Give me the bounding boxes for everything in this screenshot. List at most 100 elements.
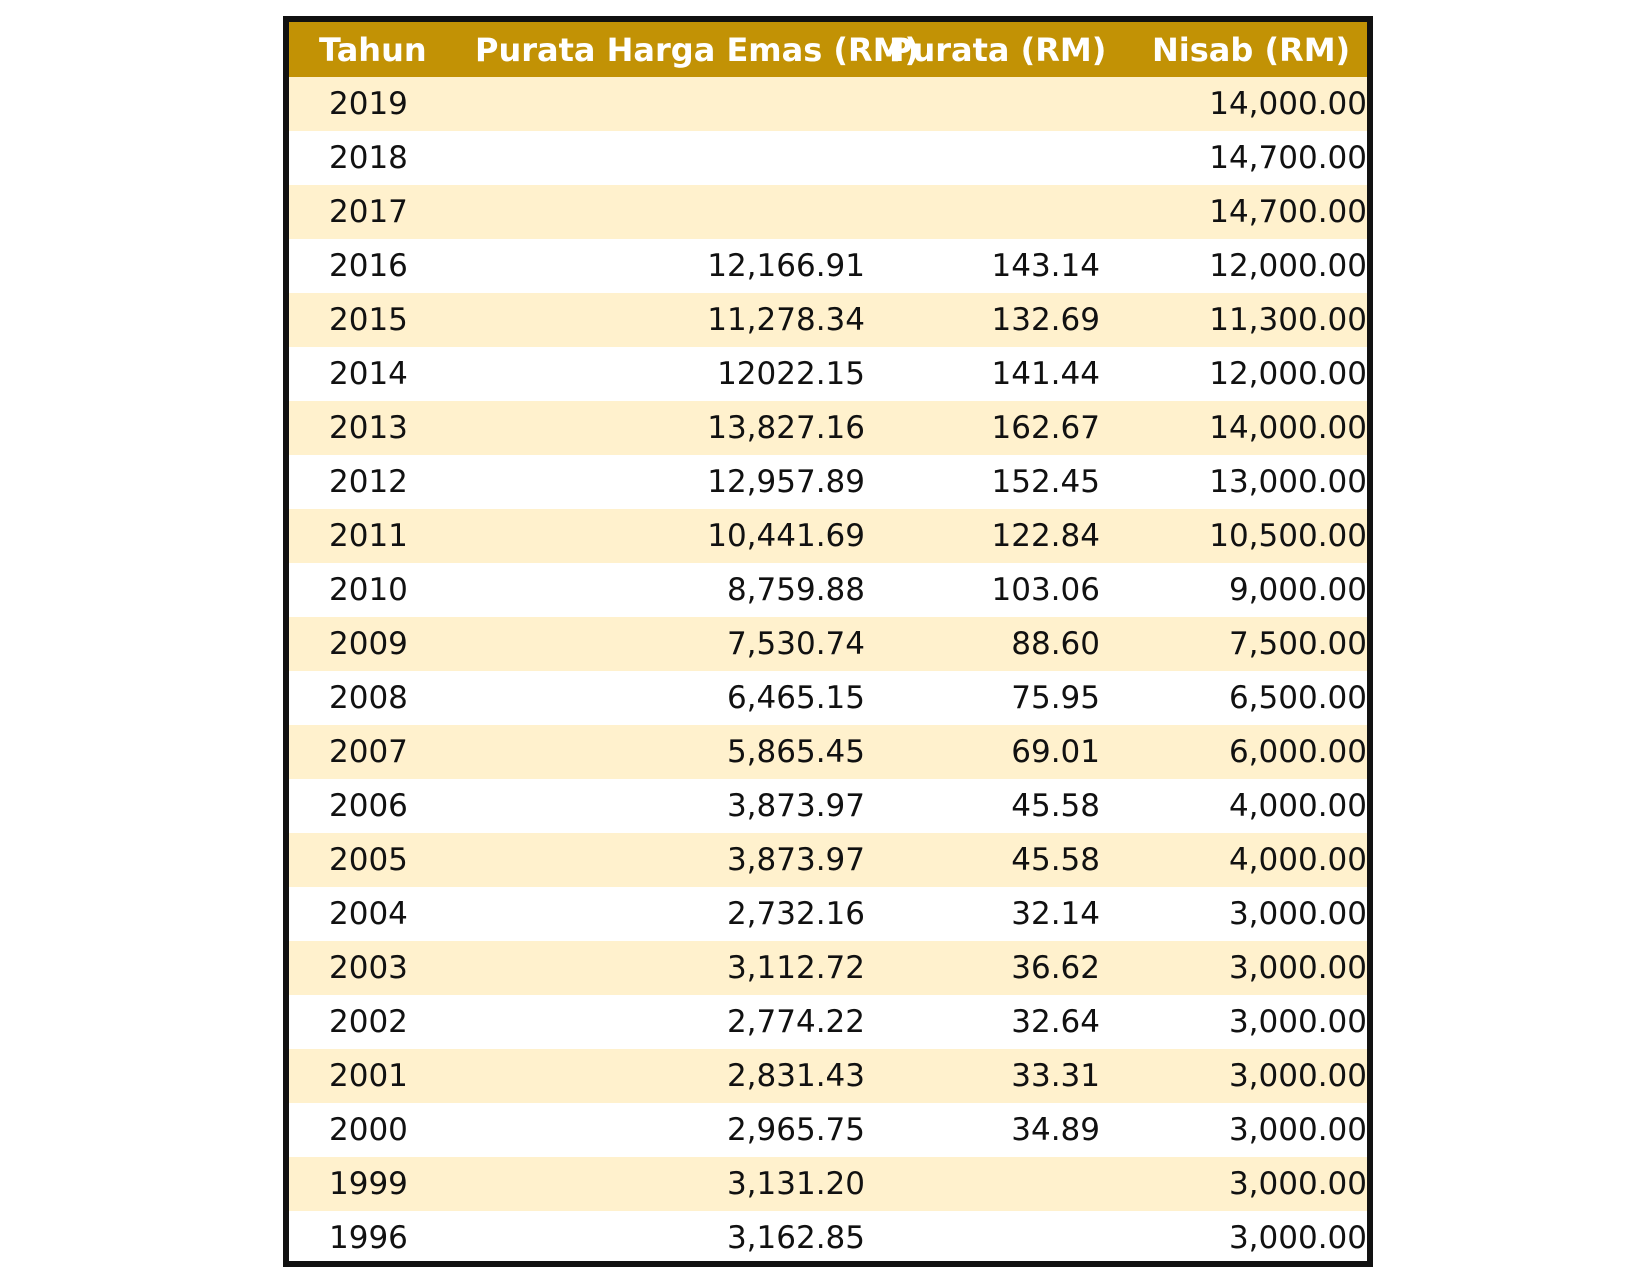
table-row: 1999 3,131.20 3,000.00	[289, 1157, 1367, 1211]
cell-year: 1996	[329, 1220, 408, 1256]
table-row: 2006 3,873.97 45.58 4,000.00	[289, 779, 1367, 833]
table-row: 2013 13,827.16 162.67 14,000.00	[289, 401, 1367, 455]
cell-year: 2011	[329, 518, 408, 554]
cell-year: 2018	[329, 140, 408, 176]
cell-year: 2012	[329, 464, 408, 500]
cell-year: 2000	[329, 1112, 408, 1148]
column-header-average: Purata (RM)	[889, 30, 1107, 69]
cell-average: 141.44	[991, 356, 1100, 392]
table-row: 2001 2,831.43 33.31 3,000.00	[289, 1049, 1367, 1103]
cell-year: 2013	[329, 410, 408, 446]
table-row: 2004 2,732.16 32.14 3,000.00	[289, 887, 1367, 941]
cell-gold-price: 12022.15	[717, 356, 865, 392]
cell-average	[873, 1157, 1118, 1211]
cell-gold-price: 3,131.20	[726, 1166, 865, 1202]
cell-gold-price: 5,865.45	[726, 734, 865, 770]
cell-gold-price: 13,827.16	[707, 410, 865, 446]
table-row: 2016 12,166.91 143.14 12,000.00	[289, 239, 1367, 293]
table-row: 1996 3,162.85 3,000.00	[289, 1211, 1367, 1261]
table-row: 2010 8,759.88 103.06 9,000.00	[289, 563, 1367, 617]
table-row: 2007 5,865.45 69.01 6,000.00	[289, 725, 1367, 779]
cell-nisab: 12,000.00	[1209, 356, 1367, 392]
cell-gold-price: 2,831.43	[726, 1058, 865, 1094]
cell-average	[873, 77, 1118, 131]
nisab-table-frame: Tahun Purata Harga Emas (RM) Purata (RM)…	[283, 16, 1373, 1267]
cell-gold-price: 12,957.89	[707, 464, 865, 500]
cell-year: 2006	[329, 788, 408, 824]
cell-gold-price: 2,774.22	[726, 1004, 865, 1040]
table-row: 2018 14,700.00	[289, 131, 1367, 185]
cell-average: 88.60	[1011, 626, 1100, 662]
cell-gold-price: 3,873.97	[726, 788, 865, 824]
nisab-table: Tahun Purata Harga Emas (RM) Purata (RM)…	[289, 22, 1367, 1261]
cell-gold-price: 2,732.16	[726, 896, 865, 932]
cell-nisab: 12,000.00	[1209, 248, 1367, 284]
cell-year: 2008	[329, 680, 408, 716]
cell-year: 1999	[329, 1166, 408, 1202]
cell-gold-price	[455, 131, 873, 185]
cell-average: 36.62	[1011, 950, 1100, 986]
table-row: 2019 14,000.00	[289, 77, 1367, 131]
cell-average	[873, 185, 1118, 239]
cell-year: 2003	[329, 950, 408, 986]
cell-nisab: 6,000.00	[1228, 734, 1367, 770]
cell-average	[873, 1211, 1118, 1261]
cell-gold-price	[455, 185, 873, 239]
cell-gold-price: 7,530.74	[726, 626, 865, 662]
cell-year: 2014	[329, 356, 408, 392]
cell-average: 132.69	[991, 302, 1100, 338]
cell-nisab: 14,700.00	[1209, 140, 1367, 176]
cell-nisab: 11,300.00	[1209, 302, 1367, 338]
table-row: 2008 6,465.15 75.95 6,500.00	[289, 671, 1367, 725]
cell-year: 2005	[329, 842, 408, 878]
table-row: 2003 3,112.72 36.62 3,000.00	[289, 941, 1367, 995]
cell-gold-price: 8,759.88	[726, 572, 865, 608]
cell-year: 2010	[329, 572, 408, 608]
cell-nisab: 3,000.00	[1228, 1058, 1367, 1094]
cell-year: 2002	[329, 1004, 408, 1040]
table-body: 2019 14,000.00 2018 14,700.00 2017 14,700.00 2…	[289, 77, 1367, 1261]
cell-nisab: 4,000.00	[1228, 788, 1367, 824]
cell-nisab: 14,700.00	[1209, 194, 1367, 230]
cell-average: 103.06	[991, 572, 1100, 608]
cell-nisab: 14,000.00	[1209, 86, 1367, 122]
cell-year: 2016	[329, 248, 408, 284]
cell-gold-price: 3,162.85	[726, 1220, 865, 1256]
cell-average: 33.31	[1011, 1058, 1100, 1094]
cell-average: 32.14	[1011, 896, 1100, 932]
cell-average: 34.89	[1011, 1112, 1100, 1148]
cell-nisab: 14,000.00	[1209, 410, 1367, 446]
cell-gold-price: 12,166.91	[707, 248, 865, 284]
cell-nisab: 7,500.00	[1228, 626, 1367, 662]
cell-gold-price: 6,465.15	[726, 680, 865, 716]
cell-nisab: 13,000.00	[1209, 464, 1367, 500]
cell-nisab: 3,000.00	[1228, 1112, 1367, 1148]
cell-nisab: 3,000.00	[1228, 1004, 1367, 1040]
table-row: 2009 7,530.74 88.60 7,500.00	[289, 617, 1367, 671]
cell-average: 75.95	[1011, 680, 1100, 716]
cell-gold-price: 3,112.72	[726, 950, 865, 986]
table-row: 2014 12022.15 141.44 12,000.00	[289, 347, 1367, 401]
table-row: 2015 11,278.34 132.69 11,300.00	[289, 293, 1367, 347]
cell-year: 2017	[329, 194, 408, 230]
cell-gold-price: 2,965.75	[726, 1112, 865, 1148]
cell-gold-price: 3,873.97	[726, 842, 865, 878]
table-row: 2012 12,957.89 152.45 13,000.00	[289, 455, 1367, 509]
cell-average: 45.58	[1011, 788, 1100, 824]
cell-average	[873, 131, 1118, 185]
cell-gold-price: 10,441.69	[707, 518, 865, 554]
cell-average: 69.01	[1011, 734, 1100, 770]
cell-nisab: 3,000.00	[1228, 896, 1367, 932]
cell-year: 2009	[329, 626, 408, 662]
cell-average: 122.84	[991, 518, 1100, 554]
column-header-year: Tahun	[319, 30, 427, 69]
cell-nisab: 3,000.00	[1228, 1220, 1367, 1256]
cell-nisab: 4,000.00	[1228, 842, 1367, 878]
cell-year: 2001	[329, 1058, 408, 1094]
cell-nisab: 3,000.00	[1228, 950, 1367, 986]
column-header-nisab: Nisab (RM)	[1152, 30, 1351, 69]
table-row: 2017 14,700.00	[289, 185, 1367, 239]
cell-nisab: 10,500.00	[1209, 518, 1367, 554]
cell-average: 162.67	[991, 410, 1100, 446]
cell-average: 45.58	[1011, 842, 1100, 878]
